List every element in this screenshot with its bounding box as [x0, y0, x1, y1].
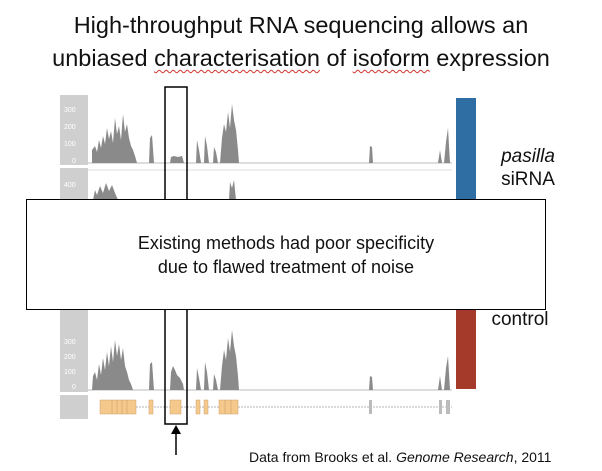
exon	[218, 399, 239, 415]
slide-title-line-1: High-throughput RNA sequencing allows an	[73, 12, 529, 38]
tick-label: 200	[64, 124, 76, 131]
coverage-peak	[93, 183, 118, 200]
coverage-peak	[220, 104, 239, 163]
pasilla-label-line-2: siRNA	[501, 169, 555, 190]
citation: Data from Brooks et al. Genome Research,…	[249, 448, 551, 466]
exon	[169, 399, 182, 415]
gene-model	[60, 395, 452, 419]
callout-line-1: Existing methods had poor specificity	[137, 232, 435, 253]
citation-prefix: Data from Brooks et al.	[249, 449, 397, 465]
pasilla-sirna-label: pasilla siRNA	[488, 145, 568, 191]
citation-journal: Genome Research	[396, 449, 514, 465]
pasilla-label-line-1: pasilla	[501, 146, 555, 167]
coverage-peak	[229, 180, 236, 200]
pasilla-condition-bar	[456, 98, 476, 202]
coverage-peak	[369, 376, 373, 390]
exon	[203, 399, 209, 415]
coverage-peak	[438, 150, 442, 163]
coverage-track-3: 300 200 100 0	[60, 310, 452, 392]
title-word: unbiased	[52, 45, 155, 71]
coverage-peak	[444, 356, 450, 390]
coverage-peak	[196, 140, 201, 163]
title-word-spellcheck: characterisation	[154, 45, 320, 71]
citation-suffix: , 2011	[513, 449, 552, 465]
coverage-peak	[149, 135, 154, 163]
tick-label: 0	[72, 158, 76, 165]
coverage-track-1: 300 200 100 0	[60, 95, 452, 165]
coverage-peak	[204, 136, 209, 163]
coverage-peak	[204, 362, 209, 390]
tick-panel	[60, 395, 88, 419]
tick-label: 300	[64, 107, 76, 114]
tick-label: 400	[64, 182, 76, 189]
control-label: control	[491, 309, 549, 330]
callout-box: Existing methods had poor specificity du…	[26, 199, 546, 310]
coverage-peak	[149, 362, 154, 390]
slide-title-line-2: unbiased characterisation of isoform exp…	[0, 43, 602, 74]
coverage-peak	[220, 330, 239, 390]
tick-label: 200	[64, 354, 76, 361]
tick-label: 300	[64, 339, 76, 346]
coverage-peak	[170, 366, 184, 390]
exon	[99, 399, 137, 415]
coverage-peak	[438, 376, 442, 390]
exon	[369, 400, 372, 414]
tick-panel	[60, 95, 88, 165]
exon	[439, 400, 442, 414]
coverage-peak	[92, 340, 133, 390]
exon	[446, 400, 450, 414]
callout-line-2: due to flawed treatment of noise	[157, 256, 415, 277]
coverage-peak	[444, 128, 450, 163]
tick-label: 100	[64, 141, 76, 148]
coverage-peak	[213, 147, 218, 163]
control-condition-bar	[456, 308, 476, 389]
coverage-peak	[92, 114, 137, 163]
pointer-arrow-head	[171, 425, 181, 434]
exon	[195, 399, 201, 415]
tick-panel	[60, 168, 88, 200]
coverage-peak	[369, 146, 373, 163]
coverage-track-2: 400	[60, 168, 452, 200]
title-word: of	[319, 45, 353, 71]
title-word-spellcheck: isoform	[352, 45, 430, 71]
exon-divider	[224, 400, 232, 414]
coverage-peak	[170, 156, 184, 163]
exon	[148, 399, 154, 415]
coverage-peak	[213, 374, 218, 390]
title-word: expression	[429, 45, 550, 71]
exon-divider	[111, 400, 128, 414]
tick-label: 100	[64, 369, 76, 376]
coverage-peak	[196, 368, 201, 390]
tick-panel	[60, 310, 88, 392]
tick-label: 0	[72, 384, 76, 391]
